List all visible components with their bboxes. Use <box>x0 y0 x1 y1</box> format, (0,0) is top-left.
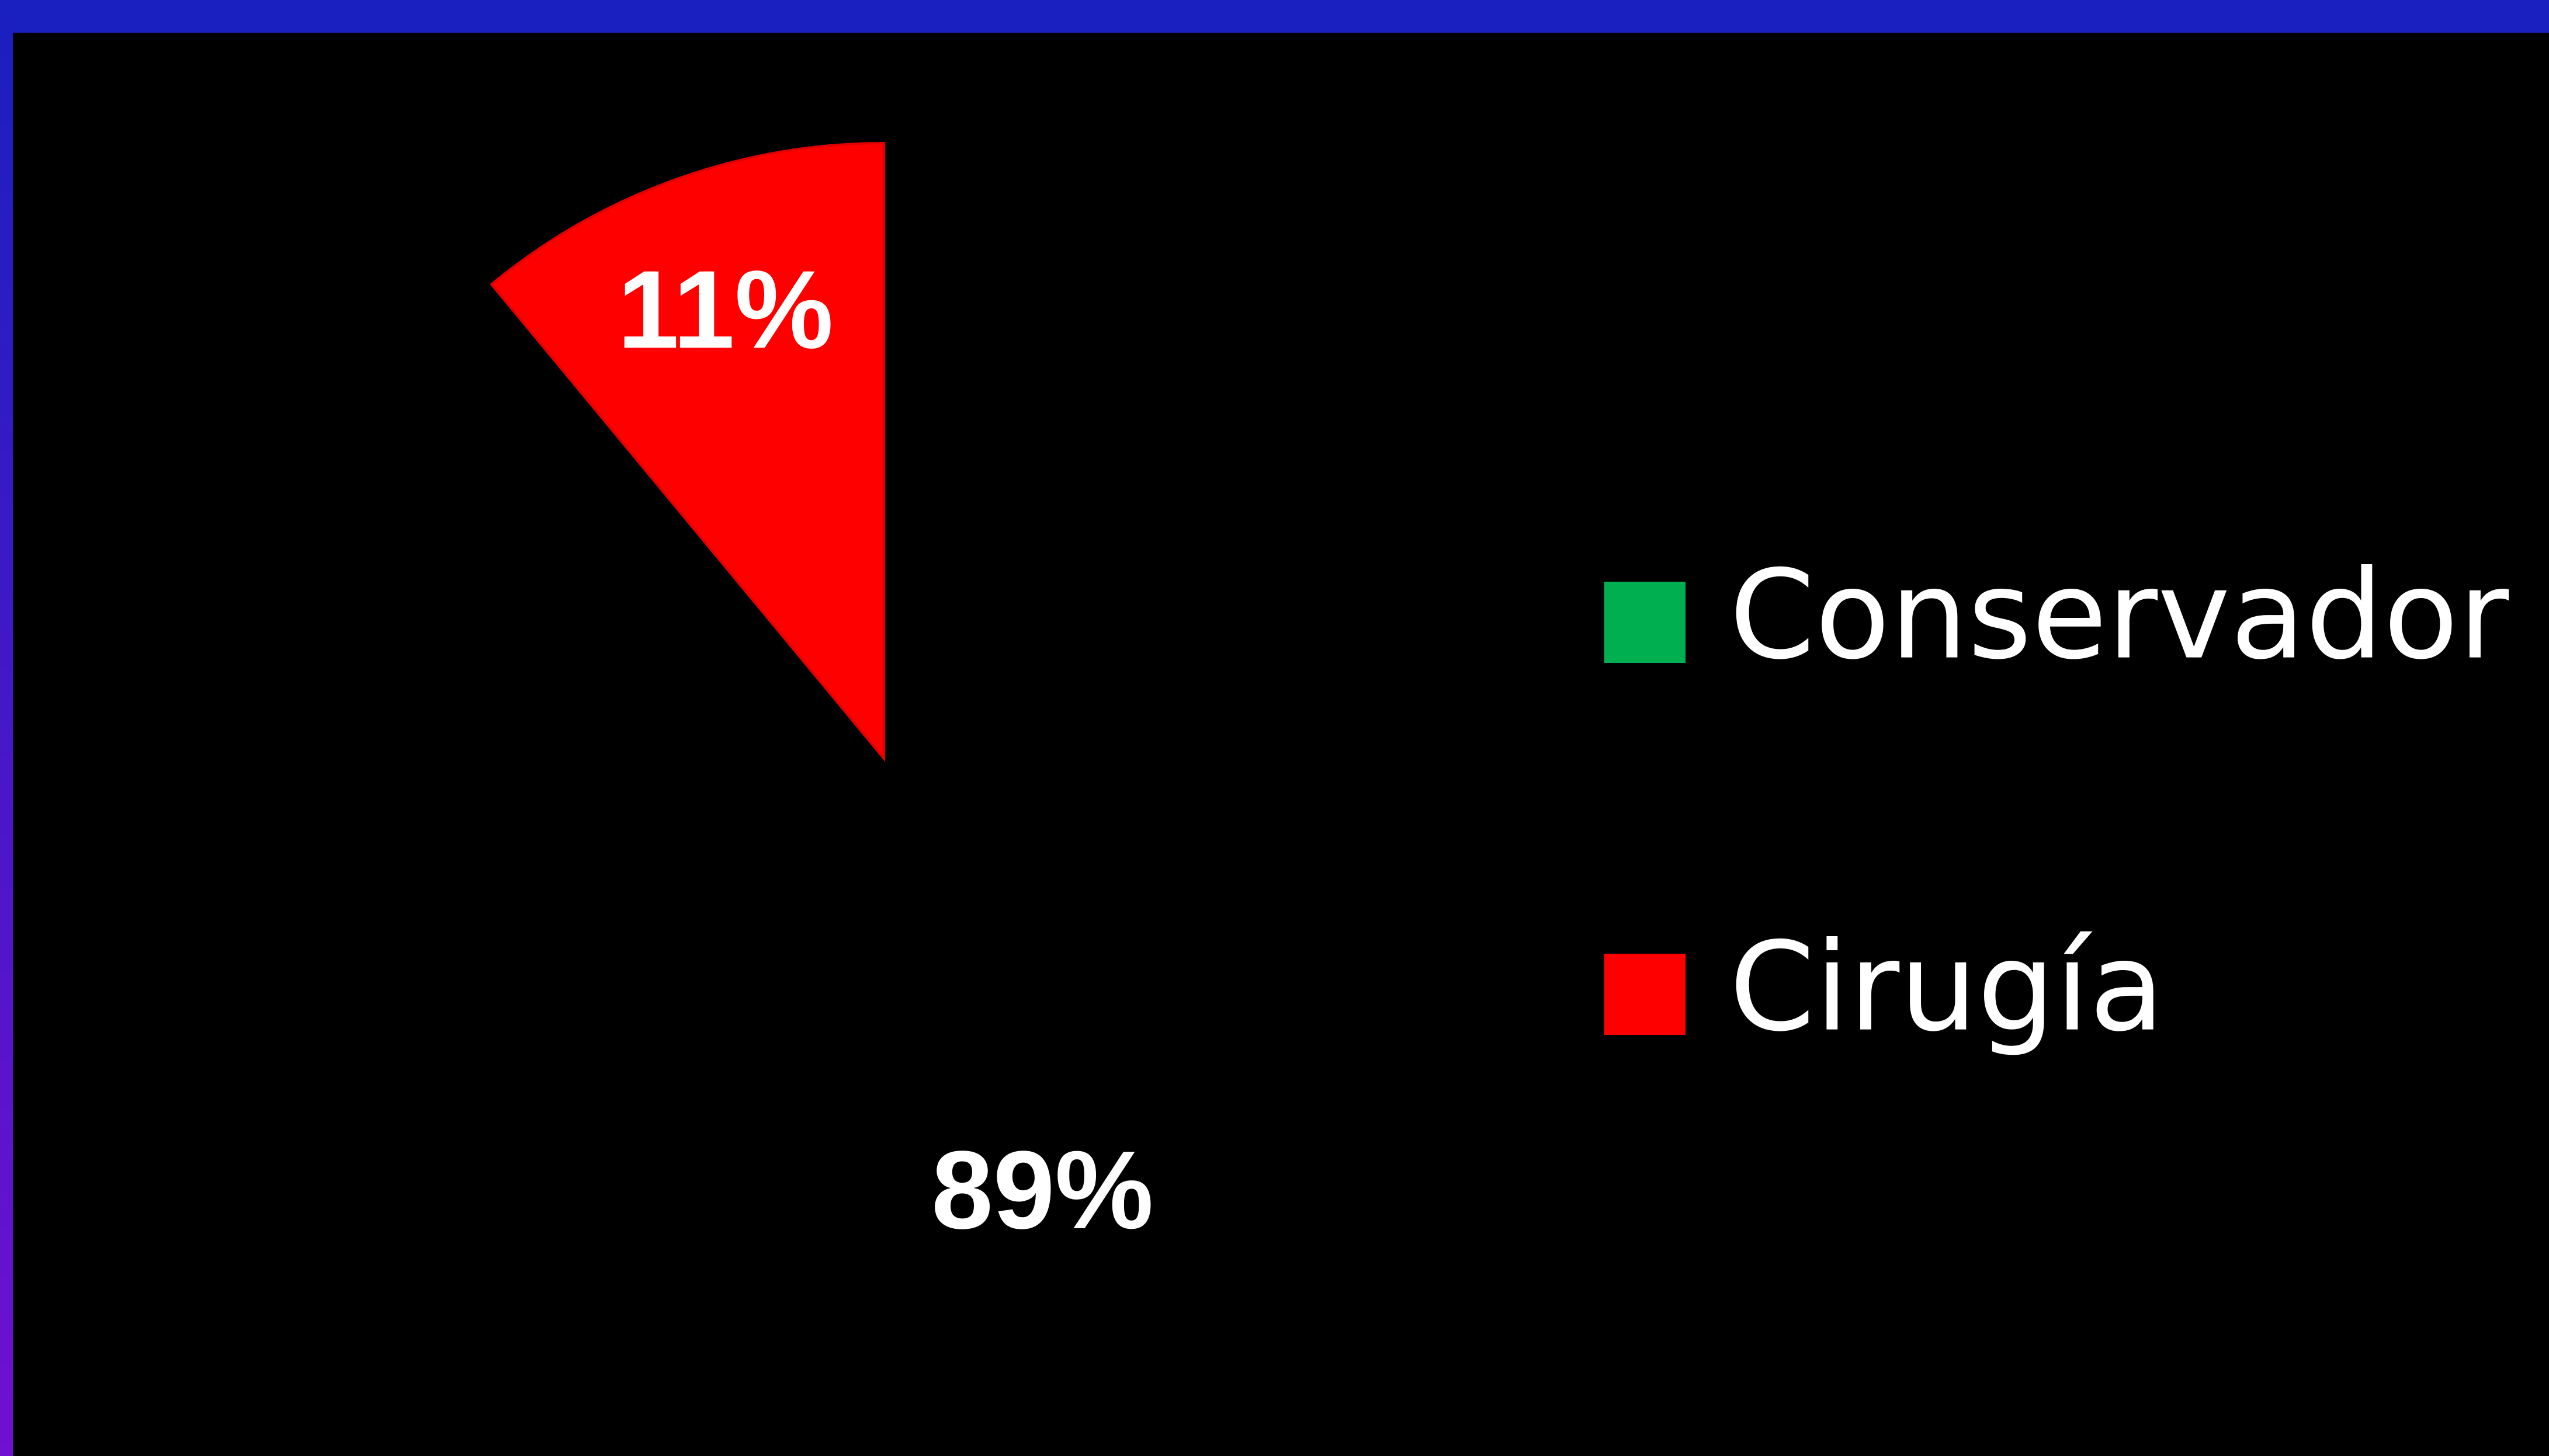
data-label: 11% <box>618 248 834 372</box>
pie-slice <box>490 141 885 762</box>
legend-label: Cirugía <box>1729 916 2165 1059</box>
side-bar <box>0 0 13 1456</box>
data-label: 89% <box>931 1128 1153 1252</box>
legend-swatch <box>1604 954 1686 1035</box>
legend-swatch <box>1604 582 1686 663</box>
legend-label: Conservador <box>1729 544 2509 687</box>
top-bar <box>0 0 2549 33</box>
